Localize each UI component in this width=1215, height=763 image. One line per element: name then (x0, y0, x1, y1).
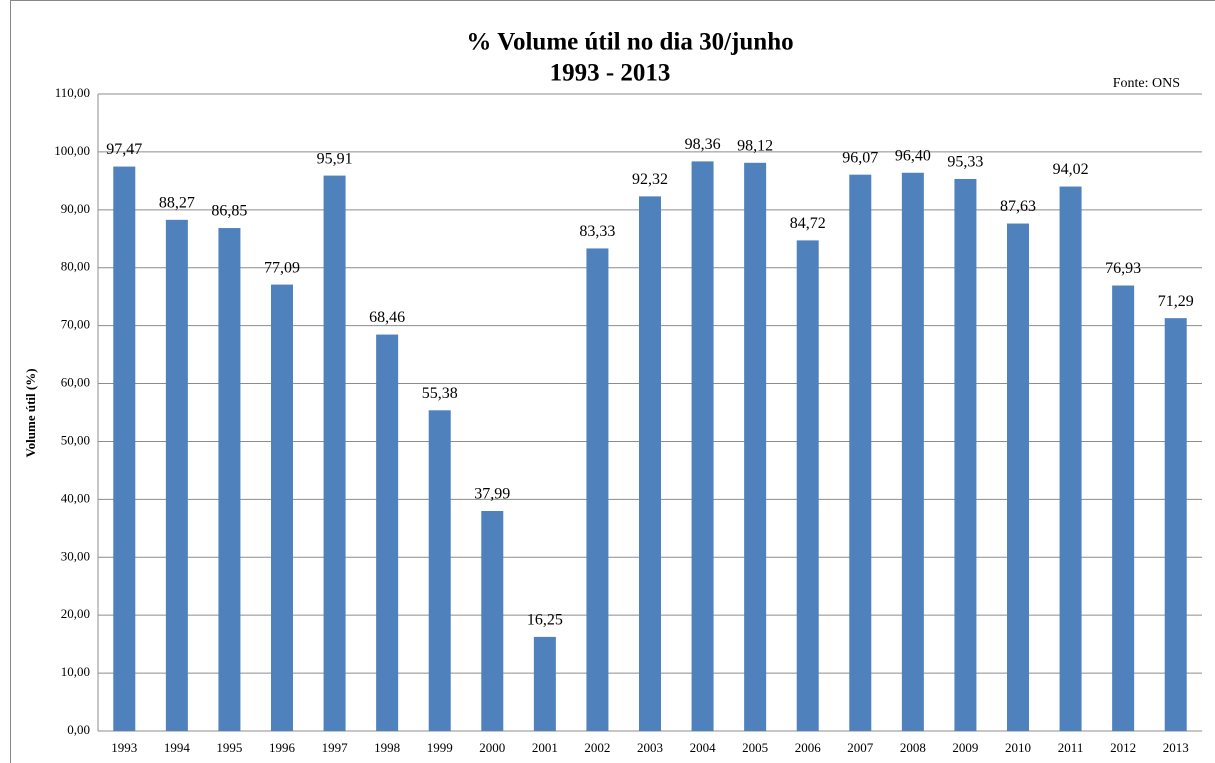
bar (323, 175, 346, 732)
bar (639, 196, 661, 731)
value-label: 86,85 (211, 203, 247, 220)
value-label: 37,99 (474, 486, 510, 503)
y-tick-label: 0,00 (67, 722, 90, 737)
y-axis-label: Volume útil (%) (23, 368, 38, 457)
chart-subtitle: 1993 - 2013 (550, 60, 671, 87)
y-tick-label: 70,00 (61, 317, 90, 332)
value-label: 96,40 (895, 147, 931, 164)
y-tick-label: 10,00 (61, 664, 90, 679)
y-tick-label: 90,00 (61, 201, 90, 216)
x-tick-label: 2010 (1005, 740, 1031, 755)
bar (271, 284, 293, 731)
bar (849, 174, 872, 731)
x-tick-label: 2012 (1110, 740, 1136, 755)
value-label: 68,46 (369, 309, 405, 326)
bar (218, 228, 241, 731)
value-label: 95,91 (317, 150, 353, 167)
bar (376, 334, 399, 731)
bar (796, 240, 819, 732)
x-tick-label: 2002 (584, 740, 610, 755)
x-tick-label: 1997 (322, 740, 349, 755)
value-label: 92,32 (632, 171, 668, 188)
x-tick-label: 2000 (479, 740, 505, 755)
bar (954, 178, 977, 731)
value-label: 16,25 (527, 612, 563, 629)
value-label: 95,33 (947, 154, 983, 171)
value-label: 77,09 (264, 259, 300, 276)
value-label: 97,47 (106, 141, 142, 158)
y-tick-label: 30,00 (61, 548, 90, 563)
y-tick-label: 80,00 (61, 259, 90, 274)
bar (428, 410, 451, 731)
bar (1059, 186, 1082, 732)
bar (744, 162, 767, 731)
x-tick-label: 1996 (269, 740, 296, 755)
bar (901, 172, 924, 732)
value-label: 94,02 (1053, 161, 1089, 178)
bar (165, 219, 188, 731)
bar (1007, 223, 1029, 731)
value-label: 87,63 (1000, 198, 1036, 215)
value-label: 83,33 (579, 223, 615, 240)
bar (691, 161, 714, 731)
value-label: 76,93 (1105, 260, 1141, 277)
x-tick-label: 1994 (164, 740, 191, 755)
x-tick-label: 2009 (952, 740, 978, 755)
value-label: 98,12 (737, 137, 773, 154)
bar (586, 248, 609, 731)
x-tick-label: 1999 (427, 740, 453, 755)
x-tick-label: 2001 (532, 740, 558, 755)
value-label: 84,72 (790, 215, 826, 232)
x-tick-label: 1995 (216, 740, 242, 755)
value-label: 71,29 (1158, 293, 1194, 310)
chart-frame (10, 0, 1215, 763)
y-tick-label: 40,00 (61, 490, 90, 505)
x-tick-label: 2005 (742, 740, 768, 755)
value-label: 96,07 (842, 149, 878, 166)
y-tick-label: 20,00 (61, 606, 90, 621)
y-tick-label: 60,00 (61, 375, 90, 390)
bar (533, 636, 556, 731)
value-label: 98,36 (685, 136, 721, 153)
bar (1164, 318, 1187, 731)
x-tick-label: 2007 (847, 740, 874, 755)
x-tick-label: 2004 (690, 740, 717, 755)
x-tick-label: 2013 (1163, 740, 1189, 755)
y-tick-label: 50,00 (61, 432, 90, 447)
y-tick-label: 100,00 (54, 143, 90, 158)
y-tick-label: 110,00 (55, 85, 90, 100)
bar (481, 511, 504, 731)
bar (113, 166, 136, 732)
value-label: 88,27 (159, 195, 195, 212)
chart-title: % Volume útil no dia 30/junho (466, 29, 793, 56)
value-label: 55,38 (422, 385, 458, 402)
x-tick-label: 1998 (374, 740, 400, 755)
x-tick-label: 2006 (795, 740, 822, 755)
x-tick-label: 2003 (637, 740, 663, 755)
x-tick-label: 2008 (900, 740, 926, 755)
x-tick-label: 1993 (111, 740, 137, 755)
x-tick-label: 2011 (1058, 740, 1084, 755)
annotation: Fonte: ONS (1113, 76, 1180, 91)
bar (1112, 285, 1135, 731)
